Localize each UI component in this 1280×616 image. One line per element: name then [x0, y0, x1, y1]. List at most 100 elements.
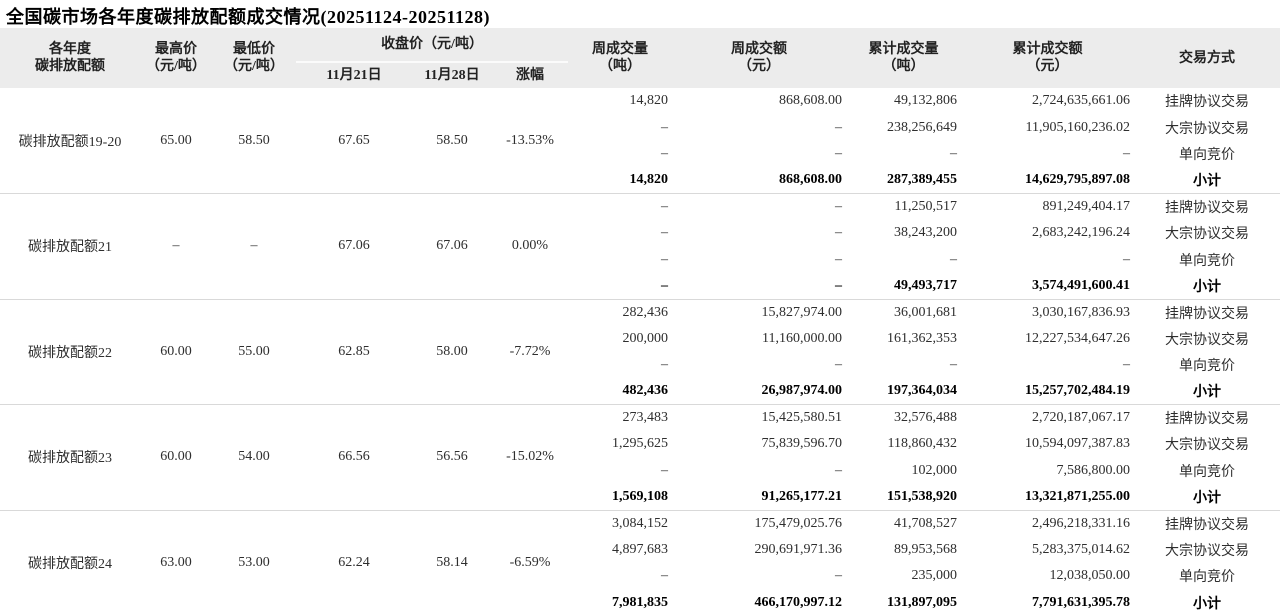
cumulative-amount-cell: 3,574,491,600.41	[961, 272, 1135, 300]
week-volume-cell: 1,569,108	[568, 483, 673, 511]
trade-method-cell: 大宗协议交易	[1165, 438, 1250, 454]
change-cell: 0.00%	[492, 193, 569, 300]
trade-method-cell: 单向竞价	[1179, 253, 1236, 269]
close-nov21-cell: 62.24	[338, 555, 370, 571]
col-header-trade-method: 交易方式	[1134, 28, 1280, 88]
cumulative-amount-cell: 5,283,375,014.62	[1032, 541, 1131, 557]
cumulative-volume-cell: 197,364,034	[846, 378, 962, 406]
trade-method-cell: 挂牌协议交易	[1165, 201, 1250, 216]
allowance-year-cell: 碳排放配额22	[0, 299, 140, 406]
cumulative-amount-cell: 11,905,160,236.02	[1025, 119, 1131, 135]
week-amount-cell: –	[835, 462, 843, 478]
trade-method-cell: 单向竞价	[1179, 464, 1236, 480]
week-volume-cell: 4,897,683	[612, 541, 669, 557]
week-volume-cell: 14,820	[568, 167, 673, 195]
week-volume-cell: –	[661, 119, 669, 135]
cumulative-volume-cell: –	[950, 145, 958, 161]
week-volume-cell: 282,436	[622, 304, 669, 320]
week-amount-cell: 466,170,997.12	[754, 594, 843, 610]
week-amount-cell: 11,160,000.00	[762, 330, 843, 346]
table-row: 碳排放配额23 60.00 54.00 66.56 56.56 -15.02% …	[0, 404, 1280, 511]
col-header-close-nov21: 11月21日	[296, 62, 412, 88]
table-row: 碳排放配额19-20 65.00 58.50 67.65 58.50 -13.5…	[0, 88, 1280, 195]
col-header-week-volume-line1: 周成交量	[592, 42, 649, 57]
trade-method-cell: 挂牌协议交易	[1165, 412, 1250, 428]
col-header-week-amount-line2: （元）	[738, 59, 781, 74]
trade-method-cell: 大宗协议交易	[1165, 121, 1250, 137]
col-header-high-price-line2: （元/吨）	[146, 59, 206, 74]
week-amount-cell: –	[672, 272, 847, 300]
table-row: 碳排放配额21 – – 67.06 67.06 0.00% – – 11,250…	[0, 193, 1280, 300]
cumulative-amount-cell: 3,030,167,836.93	[1032, 304, 1131, 320]
week-volume-cell: –	[661, 462, 669, 478]
cumulative-volume-cell: –	[950, 357, 958, 373]
cumulative-amount-cell: 7,791,631,395.78	[1032, 594, 1131, 610]
col-header-allowance-year-line1: 各年度	[49, 42, 91, 57]
table-row: – – 102,000 7,586,800.00 单向竞价	[0, 457, 1280, 483]
cumulative-volume-cell: 238,256,649	[887, 119, 958, 135]
trade-method-cell: 单向竞价	[1179, 147, 1236, 163]
table-body: 碳排放配额19-20 65.00 58.50 67.65 58.50 -13.5…	[0, 88, 1280, 616]
week-amount-cell: 15,827,974.00	[761, 304, 843, 320]
table-row: – – – – 单向竞价	[0, 352, 1280, 378]
cumulative-volume-cell: 102,000	[911, 462, 958, 478]
subtotal-row: – – 49,493,717 3,574,491,600.41 小计	[0, 272, 1280, 300]
low-price-cell: 55.00	[212, 299, 296, 406]
week-amount-cell: 75,839,596.70	[761, 436, 843, 452]
subtotal-row: 482,436 26,987,974.00 197,364,034 15,257…	[0, 378, 1280, 406]
cumulative-volume-cell: 38,243,200	[894, 225, 958, 241]
col-header-week-amount: 周成交额 （元）	[672, 28, 847, 88]
week-amount-cell: 91,265,177.21	[672, 483, 847, 511]
week-amount-cell: 868,608.00	[672, 167, 847, 195]
week-volume-cell: 1,295,625	[612, 436, 669, 452]
close-nov21-cell: 67.65	[296, 88, 412, 195]
trade-method-cell: 大宗协议交易	[1165, 332, 1250, 348]
col-header-week-volume-line2: （吨）	[599, 59, 642, 74]
page-title: 全国碳市场各年度碳排放配额成交情况(20251124-20251128)	[6, 7, 490, 27]
week-amount-cell: –	[835, 251, 843, 267]
change-cell: -13.53%	[492, 88, 569, 195]
table-row: 200,000 11,160,000.00 161,362,353 12,227…	[0, 326, 1280, 352]
week-amount-cell: 868,608.00	[779, 93, 843, 109]
close-nov28-cell: 58.00	[412, 299, 492, 406]
low-price-cell: 54.00	[212, 404, 296, 511]
col-header-cumulative-amount: 累计成交额 （元）	[961, 28, 1135, 88]
carbon-allowance-trading-table: 各年度 碳排放配额 最高价 （元/吨） 最低价 （元/吨） 收盘价（元/吨） 周…	[0, 28, 1280, 616]
col-header-cumulative-amount-line2: （元）	[1026, 59, 1069, 74]
week-volume-cell: 7,981,835	[612, 594, 669, 610]
week-volume-cell: –	[661, 199, 669, 214]
week-amount-cell: 26,987,974.00	[672, 378, 847, 406]
col-header-low-price: 最低价 （元/吨）	[212, 28, 296, 88]
cumulative-volume-cell: 49,132,806	[894, 93, 958, 109]
col-header-cumulative-amount-line1: 累计成交额	[1012, 42, 1083, 57]
trade-method-cell: 挂牌协议交易	[1165, 95, 1250, 111]
cumulative-volume-cell: 89,953,568	[894, 541, 958, 557]
col-header-close-price-group: 收盘价（元/吨）	[296, 28, 569, 63]
high-price-cell: –	[140, 193, 212, 300]
cumulative-amount-cell: 15,257,702,484.19	[961, 378, 1135, 406]
trade-method-cell: 小计	[1134, 167, 1280, 195]
week-amount-cell: 290,691,971.36	[754, 541, 843, 557]
high-price-cell: 63.00	[160, 555, 192, 571]
close-nov28-cell: 67.06	[412, 193, 492, 300]
week-amount-cell: –	[835, 225, 843, 241]
subtotal-row: 1,569,108 91,265,177.21 151,538,920 13,3…	[0, 483, 1280, 511]
table-row: – – – – 单向竞价	[0, 141, 1280, 167]
week-amount-cell: –	[835, 568, 843, 584]
subtotal-row: 14,820 868,608.00 287,389,455 14,629,795…	[0, 167, 1280, 195]
week-amount-cell: 15,425,580.51	[761, 410, 843, 426]
high-price-cell: 60.00	[140, 404, 212, 511]
cumulative-volume-cell: 287,389,455	[846, 167, 962, 195]
trade-method-cell: 单向竞价	[1179, 359, 1236, 375]
trade-method-cell: 大宗协议交易	[1165, 543, 1250, 559]
col-header-cumulative-volume-line2: （吨）	[882, 59, 925, 74]
table-row: – – – – 单向竞价	[0, 246, 1280, 272]
table-row: – – 38,243,200 2,683,242,196.24 大宗协议交易	[0, 220, 1280, 246]
week-amount-cell: –	[835, 119, 843, 135]
week-amount-cell: 175,479,025.76	[754, 515, 843, 531]
cumulative-volume-cell: 11,250,517	[894, 199, 958, 214]
table-row: 碳排放配额22 60.00 55.00 62.85 58.00 -7.72% 2…	[0, 299, 1280, 406]
week-volume-cell: 3,084,152	[612, 515, 669, 531]
cumulative-amount-cell: 2,683,242,196.24	[1032, 225, 1131, 241]
